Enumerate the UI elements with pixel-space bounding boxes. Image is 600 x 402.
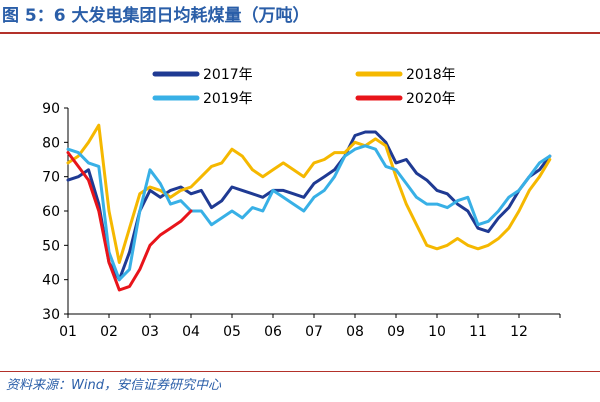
axes: 30 40 50 60 70 80 90 01 02 03 04 05 06 07 08 09 10 11 12 [42, 101, 561, 340]
series-lines [66, 123, 552, 292]
series-line-2 [66, 123, 552, 264]
y-tick-label: 70 [42, 170, 60, 186]
legend-label: 2020年 [406, 91, 456, 107]
y-tick-label: 90 [42, 101, 60, 117]
x-tick-label: 11 [469, 324, 487, 340]
y-tick-label: 50 [42, 238, 60, 254]
x-tick-label: 05 [223, 324, 241, 340]
x-tick-label: 07 [305, 324, 323, 340]
legend-label: 2017年 [203, 67, 253, 83]
source-rule [0, 371, 600, 372]
x-tick-label: 06 [264, 324, 282, 340]
x-tick-label: 01 [59, 324, 77, 340]
x-tick-label: 09 [387, 324, 405, 340]
x-tick-label: 12 [510, 324, 528, 340]
series-line-3 [66, 144, 552, 282]
y-tick-label: 40 [42, 273, 60, 289]
legend: 2017年 2018年 2019年 2020年 [152, 67, 456, 107]
series-line-4 [66, 151, 193, 292]
line-chart: 2017年 2018年 2019年 2020年 30 40 50 60 70 80 90 01 02 0… [42, 67, 561, 340]
title-rule [0, 32, 600, 34]
series-line-1 [66, 130, 552, 282]
legend-label: 2019年 [203, 91, 253, 107]
y-tick-label: 80 [42, 135, 60, 151]
y-tick-label: 30 [42, 307, 60, 323]
chart-title: 图 5：6 大发电集团日均耗煤量（万吨） [2, 6, 310, 26]
x-tick-label: 10 [428, 324, 446, 340]
legend-label: 2018年 [406, 67, 456, 83]
x-tick-label: 04 [182, 324, 200, 340]
y-tick-label: 60 [42, 204, 60, 220]
source-note: 资料来源：Wind，安信证券研究中心 [6, 378, 221, 393]
x-tick-label: 03 [141, 324, 159, 340]
x-tick-label: 02 [100, 324, 118, 340]
x-tick-label: 08 [346, 324, 364, 340]
